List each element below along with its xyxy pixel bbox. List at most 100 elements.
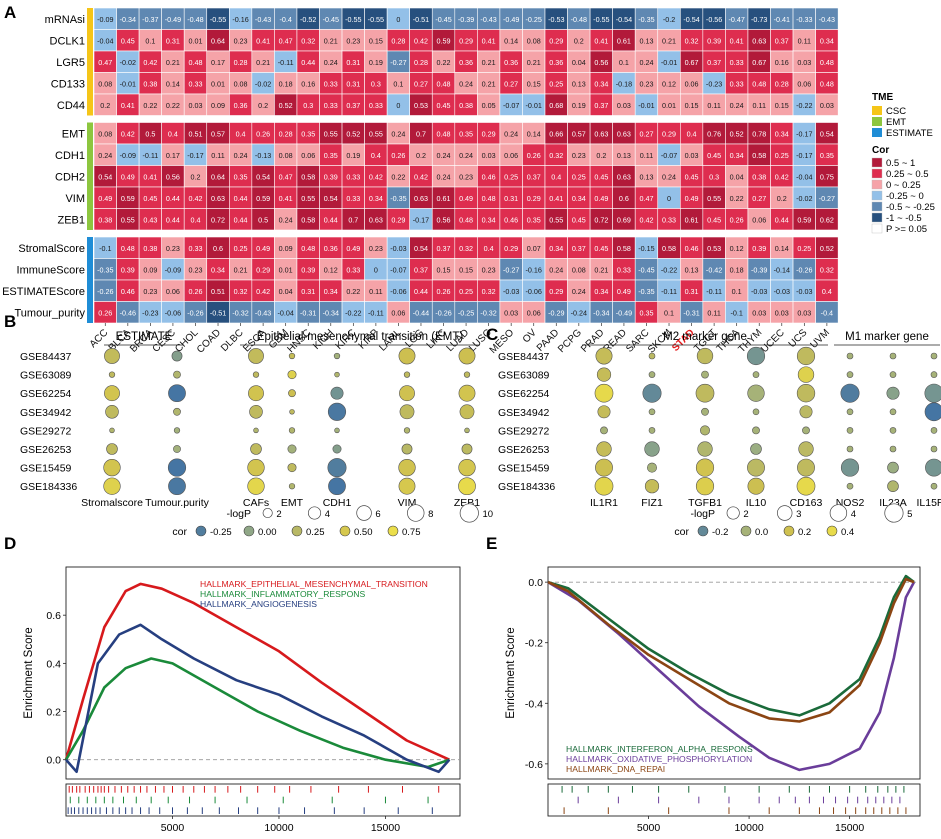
dot-group-label: ESTIMATE xyxy=(116,331,173,343)
heatmap-cell-value: -0.4 xyxy=(821,308,833,317)
heatmap-cell-value: -0.32 xyxy=(480,308,496,317)
dot-row-label: GSE26253 xyxy=(20,444,72,456)
heatmap-cell-value: 0.48 xyxy=(121,244,135,253)
heatmap-cell-value: 0.35 xyxy=(459,129,473,138)
dot-mark xyxy=(846,408,854,416)
dot-col-label: TGFB1 xyxy=(688,497,722,509)
heatmap-cell-value: 0.61 xyxy=(617,36,631,45)
heatmap-cell-value: -0.01 xyxy=(661,58,677,67)
heatmap-cell-value: -0.31 xyxy=(300,308,316,317)
heatmap-cell-value: 0.14 xyxy=(504,36,518,45)
heatmap-cell-value: -0.29 xyxy=(548,308,564,317)
heatmap-cell-value: -0.15 xyxy=(638,244,654,253)
dot-mark xyxy=(287,463,297,473)
heatmap-cell-value: 0.32 xyxy=(301,36,315,45)
heatmap-cell-value: 0.17 xyxy=(166,151,180,160)
heatmap-cell-value: 0.26 xyxy=(188,287,202,296)
heatmap-cell-value: 0.5 xyxy=(258,215,268,224)
size-legend-title: -logP xyxy=(226,508,251,520)
cor-legend-label: -0.25 ~ 0 xyxy=(886,191,924,202)
heatmap-cell-value: -0.17 xyxy=(187,151,203,160)
heatmap-cell-value: 0 xyxy=(396,15,400,24)
dot-mark xyxy=(700,425,710,436)
heatmap-cell-value: 0.63 xyxy=(414,194,428,203)
panel-label-d: D xyxy=(4,534,16,553)
heatmap-cell-value: -0.09 xyxy=(120,151,136,160)
size-legend-title: -logP xyxy=(690,508,715,520)
heatmap-cell-value: 0.25 xyxy=(459,287,473,296)
heatmap-row-label: EMT xyxy=(62,128,86,140)
dot-mark xyxy=(253,427,259,434)
heatmap-row-label: CD44 xyxy=(57,100,85,112)
heatmap-row-label: DCLK1 xyxy=(50,35,85,47)
heatmap-cell-value: 0.08 xyxy=(98,79,112,88)
dot-mark xyxy=(168,477,186,496)
dot-mark xyxy=(924,402,941,422)
heatmap-cell-value: 0.2 xyxy=(777,194,787,203)
heatmap-cell-value: -0.09 xyxy=(97,15,113,24)
heatmap-cell-value: -0.42 xyxy=(706,265,722,274)
heatmap-cell-value: -0.22 xyxy=(661,265,677,274)
heatmap-cell-value: 0.67 xyxy=(685,58,699,67)
heatmap-cell-value: 0.44 xyxy=(301,58,315,67)
heatmap-cell-value: -0.39 xyxy=(751,265,767,274)
heatmap-cell-value: 0.03 xyxy=(775,308,789,317)
heatmap-cell-value: -0.16 xyxy=(526,265,542,274)
heatmap-cell-value: -0.48 xyxy=(187,15,203,24)
dot-mark xyxy=(930,482,938,490)
heatmap-cell-value: 0.31 xyxy=(504,194,518,203)
dot-mark xyxy=(846,445,854,453)
heatmap-cell-value: 0.58 xyxy=(301,215,315,224)
heatmap-cell-value: 0.6 xyxy=(213,244,223,253)
dot-mark xyxy=(647,462,657,473)
dot-mark xyxy=(930,427,938,434)
gsea-panel-d: 0.0 0.2 0.4 0.6 Enrichment Score HALLMARK_EPI… xyxy=(23,566,461,834)
size-legend-label: 3 xyxy=(796,509,801,520)
heatmap-cell-value: 0.36 xyxy=(459,58,473,67)
heatmap-cell-value: 0.28 xyxy=(234,58,248,67)
heatmap-cell-value: 0.32 xyxy=(549,151,563,160)
dot-mark xyxy=(596,441,612,457)
heatmap-cell-value: -0.26 xyxy=(97,287,113,296)
dot-mark xyxy=(595,458,613,477)
heatmap-cell-value: 0.23 xyxy=(188,265,202,274)
heatmap-cell-value: 0.34 xyxy=(324,287,338,296)
dot-mark xyxy=(330,386,344,400)
heatmap-col-label: OV xyxy=(521,327,539,345)
heatmap-cell-value: 0.33 xyxy=(730,58,744,67)
heatmap-cell-value: 0.33 xyxy=(662,215,676,224)
dot-mark xyxy=(889,408,897,416)
gsea-y-axis-label: Enrichment Score xyxy=(23,627,35,718)
heatmap-cell-value: -0.09 xyxy=(165,265,181,274)
heatmap-cell-value: 0.49 xyxy=(256,244,270,253)
heatmap-cell-value: -0.49 xyxy=(503,15,519,24)
heatmap-cell-value: 0.11 xyxy=(707,101,720,110)
cor-legend-swatch xyxy=(871,223,883,234)
heatmap-cell-value: 0.04 xyxy=(279,287,293,296)
dot-mark xyxy=(108,371,116,378)
heatmap-cell-value: 0.37 xyxy=(775,36,789,45)
dot-mark xyxy=(887,480,899,492)
heatmap-cell-value: -0.51 xyxy=(210,308,226,317)
heatmap-cell-value: -0.02 xyxy=(796,194,812,203)
heatmap-cell-value: 0.47 xyxy=(639,194,653,203)
dot-mark xyxy=(398,458,416,477)
heatmap-cell-value: 0.64 xyxy=(211,172,225,181)
color-legend-label: 0.50 xyxy=(354,527,373,538)
size-legend-circle xyxy=(829,504,848,522)
heatmap-cell-value: 0.2 xyxy=(416,151,426,160)
dot-mark xyxy=(463,371,471,378)
heatmap-row-label: CDH2 xyxy=(55,171,85,183)
heatmap-cell-value: 0.31 xyxy=(346,58,360,67)
dot-col-label: IL1R1 xyxy=(590,497,618,509)
heatmap-cell-value: 0.18 xyxy=(279,79,293,88)
heatmap-cell-value: -0.26 xyxy=(435,308,451,317)
dot-mark xyxy=(746,346,766,366)
heatmap-cell-value: 0.2 xyxy=(190,172,200,181)
heatmap-cell-value: 0.24 xyxy=(279,215,293,224)
heatmap-cell-value: 0.31 xyxy=(685,287,699,296)
heatmap-cell-value: 0.35 xyxy=(324,151,338,160)
heatmap-row-label: mRNAsi xyxy=(45,14,85,26)
heatmap-cell-value: 0.13 xyxy=(685,265,699,274)
heatmap-cell-value: 0.14 xyxy=(527,129,541,138)
